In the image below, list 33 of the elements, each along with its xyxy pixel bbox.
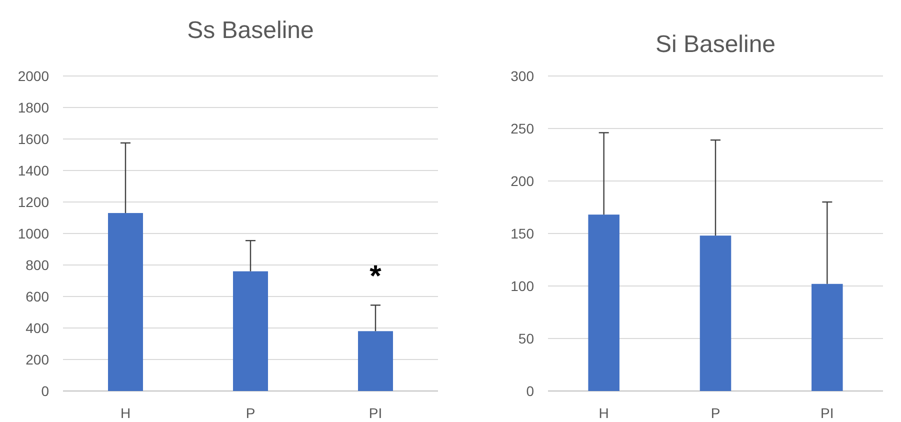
y-tick-label: 600 — [26, 288, 50, 304]
x-tick-label: P — [710, 405, 720, 421]
bar — [108, 213, 143, 391]
x-tick-label: PI — [820, 405, 834, 421]
chart-title: Ss Baseline — [187, 17, 314, 44]
y-tick-label: 2000 — [18, 68, 50, 84]
y-tick-label: 1400 — [18, 162, 50, 178]
annotation: * — [370, 260, 382, 294]
bar — [700, 236, 732, 391]
y-tick-label: 1600 — [18, 130, 50, 147]
bar — [588, 214, 620, 391]
bar — [358, 331, 393, 391]
y-tick-label: 400 — [26, 320, 50, 336]
y-tick-label: 800 — [26, 256, 50, 273]
y-tick-label: 200 — [510, 172, 534, 189]
chart-title: Si Baseline — [655, 31, 776, 58]
y-tick-label: 200 — [26, 351, 50, 368]
y-tick-label: 50 — [518, 330, 534, 346]
y-tick-label: 100 — [510, 278, 534, 294]
x-tick-label: H — [120, 405, 131, 421]
bar — [233, 271, 268, 391]
bar — [812, 284, 843, 391]
x-tick-label: P — [246, 405, 256, 421]
y-tick-label: 1000 — [18, 225, 50, 242]
x-tick-label: H — [598, 405, 609, 421]
y-tick-label: 250 — [510, 120, 534, 136]
y-tick-label: 0 — [526, 382, 534, 399]
y-tick-label: 150 — [510, 225, 534, 242]
y-tick-label: 1800 — [18, 99, 50, 116]
y-tick-label: 0 — [41, 382, 50, 399]
x-tick-label: PI — [368, 405, 382, 421]
y-tick-label: 300 — [510, 68, 534, 84]
y-tick-label: 1200 — [18, 194, 50, 210]
